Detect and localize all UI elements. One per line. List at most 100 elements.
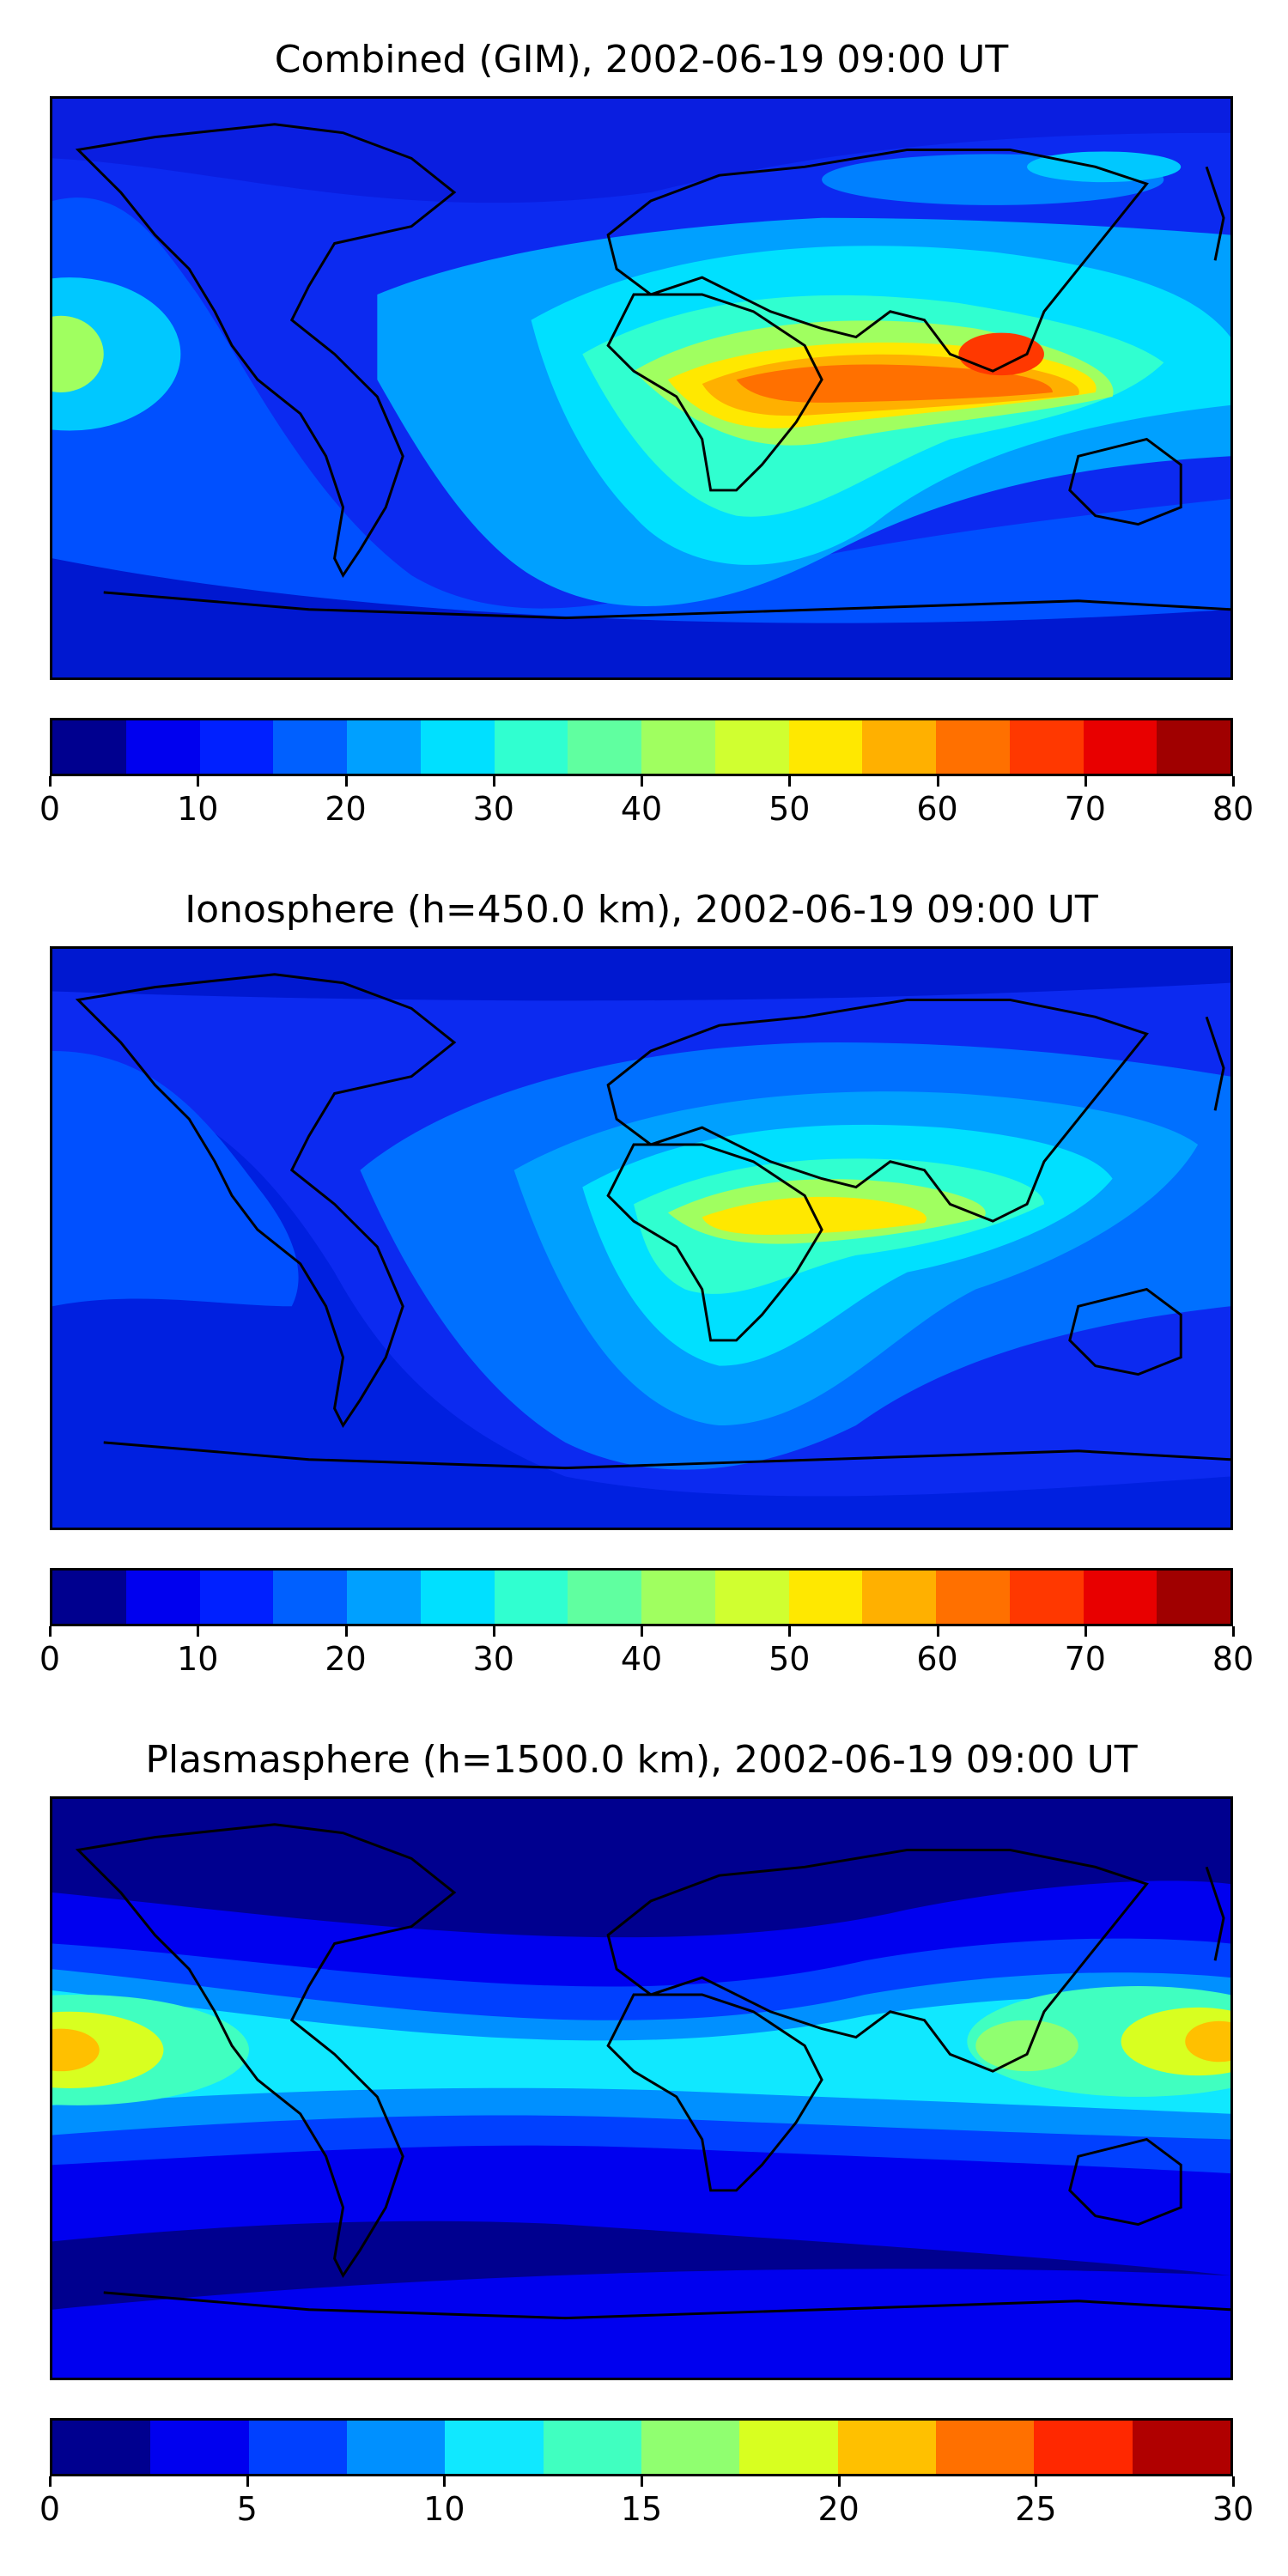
colorbar-tick — [344, 1626, 348, 1637]
colorbar-segment — [347, 1571, 421, 1624]
colorbar-tick — [788, 776, 792, 787]
colorbar-tick — [492, 1626, 495, 1637]
colorbar-tick-label: 0 — [39, 790, 61, 828]
colorbar-segment — [568, 1571, 641, 1624]
colorbar-segment — [936, 1571, 1010, 1624]
colorbar-tick — [641, 1626, 643, 1637]
colorbar-segment — [641, 1571, 715, 1624]
colorbar-segment — [52, 1571, 126, 1624]
colorbar-segment — [714, 1571, 789, 1624]
colorbar-tick — [197, 776, 200, 787]
colorbar-segment — [346, 2421, 446, 2474]
colorbar-tick — [1084, 776, 1087, 787]
colorbar-segment — [1083, 1571, 1157, 1624]
colorbar-tick-label: 60 — [916, 1640, 958, 1678]
colorbar-tick-label: 15 — [620, 2490, 663, 2528]
colorbar-tick — [49, 776, 52, 787]
ionosphere-colorbar — [50, 1568, 1233, 1626]
colorbar-tick — [492, 776, 495, 787]
colorbar-tick-label: 80 — [1212, 790, 1255, 828]
colorbar-tick — [1035, 2476, 1038, 2487]
colorbar-tick-label: 10 — [177, 1640, 219, 1678]
colorbar-tick-label: 20 — [325, 1640, 367, 1678]
colorbar-segment — [420, 1571, 495, 1624]
combined-map-svg — [52, 99, 1230, 677]
colorbar-segment — [788, 720, 863, 774]
colorbar-segment — [1157, 720, 1230, 774]
colorbar-segment — [347, 720, 421, 774]
colorbar-segment — [273, 720, 347, 774]
colorbar-tick — [936, 776, 939, 787]
colorbar-tick-label: 0 — [39, 1640, 61, 1678]
colorbar-tick — [936, 1626, 939, 1637]
colorbar-tick-label: 60 — [916, 790, 958, 828]
colorbar-tick — [641, 2476, 643, 2487]
colorbar-tick-label: 80 — [1212, 1640, 1255, 1678]
colorbar-tick-label: 10 — [177, 790, 219, 828]
colorbar-tick-label: 40 — [620, 790, 663, 828]
colorbar-tick — [246, 2476, 249, 2487]
colorbar-tick — [1232, 2476, 1235, 2487]
colorbar-segment — [641, 2421, 740, 2474]
ionosphere-colorbar-ticks: 0 10 20 30 40 50 60 70 80 — [39, 1626, 1254, 1678]
colorbar-tick — [641, 776, 643, 787]
ionosphere-map-svg — [52, 949, 1230, 1528]
colorbar-segment — [199, 1571, 274, 1624]
combined-colorbar — [50, 718, 1233, 776]
colorbar-tick — [49, 2476, 52, 2487]
colorbar-segment — [739, 2421, 838, 2474]
colorbar-segment — [1132, 2421, 1230, 2474]
colorbar-tick-label: 30 — [472, 1640, 514, 1678]
plasmasphere-colorbar-ticks: 0 5 10 15 20 25 30 — [39, 2476, 1254, 2528]
colorbar-segment — [862, 720, 936, 774]
colorbar-segment — [494, 720, 568, 774]
colorbar-tick-label: 50 — [769, 1640, 811, 1678]
colorbar-segment — [52, 2421, 151, 2474]
colorbar-segment — [125, 720, 200, 774]
colorbar-tick — [1084, 1626, 1087, 1637]
colorbar-segment — [199, 720, 274, 774]
colorbar-tick-label: 10 — [423, 2490, 465, 2528]
colorbar-segment — [862, 1571, 936, 1624]
colorbar-tick — [837, 2476, 841, 2487]
colorbar-tick — [788, 1626, 792, 1637]
colorbar-segment — [714, 720, 789, 774]
colorbar-segment — [273, 1571, 347, 1624]
colorbar-segment — [935, 2421, 1035, 2474]
colorbar-tick-label: 70 — [1064, 1640, 1106, 1678]
colorbar-tick — [197, 1626, 200, 1637]
ionosphere-map-title: Ionosphere (h=450.0 km), 2002-06-19 09:0… — [185, 888, 1098, 932]
plasmasphere-colorbar — [50, 2418, 1233, 2476]
colorbar-segment — [1157, 1571, 1230, 1624]
combined-world-map — [50, 96, 1233, 680]
colorbar-segment — [445, 2421, 544, 2474]
colorbar-segment — [125, 1571, 200, 1624]
colorbar-segment — [936, 720, 1010, 774]
colorbar-tick-label: 0 — [39, 2490, 61, 2528]
colorbar-segment — [248, 2421, 347, 2474]
combined-colorbar-ticks: 0 10 20 30 40 50 60 70 80 — [39, 776, 1254, 828]
colorbar-tick-label: 30 — [1212, 2490, 1255, 2528]
colorbar-segment — [1009, 720, 1084, 774]
colorbar-tick-label: 50 — [769, 790, 811, 828]
colorbar-segment — [1083, 720, 1157, 774]
colorbar-segment — [641, 720, 715, 774]
plasmasphere-map-svg — [52, 1799, 1230, 2378]
colorbar-tick-label: 25 — [1015, 2490, 1057, 2528]
colorbar-tick-label: 40 — [620, 1640, 663, 1678]
ionosphere-world-map — [50, 946, 1233, 1530]
colorbar-tick — [344, 776, 348, 787]
colorbar-segment — [1034, 2421, 1133, 2474]
colorbar-tick — [1232, 776, 1235, 787]
colorbar-segment — [150, 2421, 249, 2474]
colorbar-tick-label: 5 — [236, 2490, 258, 2528]
colorbar-tick-label: 30 — [472, 790, 514, 828]
colorbar-tick — [49, 1626, 52, 1637]
combined-map-title: Combined (GIM), 2002-06-19 09:00 UT — [274, 38, 1009, 82]
colorbar-segment — [494, 1571, 568, 1624]
colorbar-segment — [837, 2421, 936, 2474]
colorbar-segment — [568, 720, 641, 774]
colorbar-segment — [788, 1571, 863, 1624]
colorbar-segment — [1009, 1571, 1084, 1624]
colorbar-segment — [543, 2421, 641, 2474]
